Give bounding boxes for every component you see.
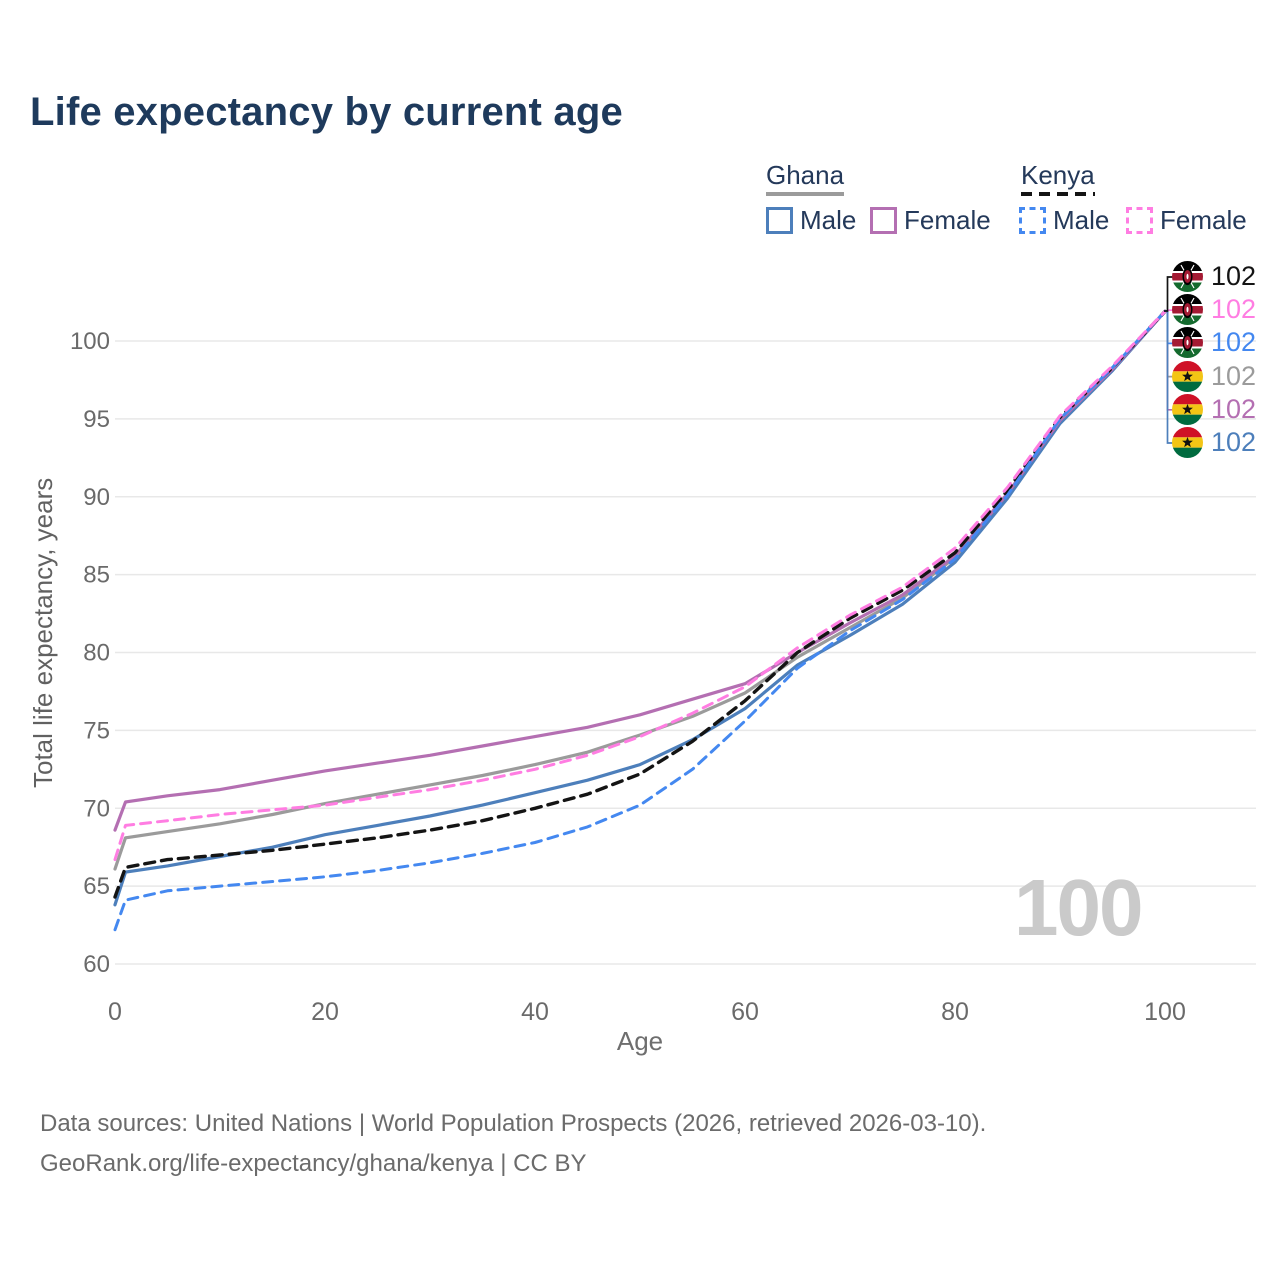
kenya-flag-icon <box>1172 261 1203 292</box>
svg-text:80: 80 <box>941 998 969 1026</box>
svg-text:65: 65 <box>83 873 110 900</box>
svg-text:75: 75 <box>83 717 110 744</box>
page-title: Life expectancy by current age <box>30 90 623 134</box>
legend-label-kenya-male: Male <box>1053 205 1110 235</box>
watermark-age-100: 100 <box>1014 863 1143 952</box>
end-value: 102 <box>1211 393 1257 424</box>
y-axis-title: Total life expectancy, years <box>28 477 58 788</box>
svg-text:90: 90 <box>83 484 110 511</box>
source-line-2[interactable]: GeoRank.org/life-expectancy/ghana/kenya … <box>40 1150 587 1177</box>
end-label-connectors <box>1164 276 1173 444</box>
kenya-flag-icon <box>1172 294 1203 326</box>
svg-text:100: 100 <box>70 328 110 355</box>
series-line-ghana-female[interactable] <box>113 309 1167 832</box>
series-line-kenya-female[interactable] <box>113 309 1167 862</box>
legend-group-ghana[interactable]: Ghana <box>766 160 845 190</box>
end-value: 102 <box>1211 294 1257 325</box>
x-tick-labels: 0 20 40 60 80 100 <box>108 998 1186 1026</box>
ghana-male-swatch-icon[interactable] <box>766 207 793 234</box>
ghana-flag-icon <box>1172 360 1203 392</box>
kenya-line-sample <box>1021 192 1095 196</box>
x-axis-title: Age <box>616 1026 664 1056</box>
legend-label-kenya-female: Female <box>1160 205 1247 235</box>
end-label-kenya-overall: 102 <box>1172 261 1256 292</box>
y-tick-labels: 60 65 70 75 80 85 90 95 100 <box>70 328 110 978</box>
kenya-flag-icon <box>1172 327 1203 359</box>
svg-text:100: 100 <box>1144 998 1186 1026</box>
ghana-flag-icon <box>1172 427 1203 458</box>
legend-item-kenya-female[interactable]: Female <box>1126 205 1247 236</box>
series-line-kenya-overall[interactable] <box>113 309 1167 899</box>
legend-label-ghana-female: Female <box>904 205 991 235</box>
end-value: 102 <box>1211 427 1257 457</box>
svg-text:0: 0 <box>108 998 122 1026</box>
end-label-kenya-male: 102 <box>1172 327 1257 359</box>
svg-text:60: 60 <box>83 951 110 978</box>
end-value: 102 <box>1211 261 1257 291</box>
end-label-ghana-overall: 102 <box>1172 360 1257 392</box>
kenya-male-swatch-icon[interactable] <box>1019 207 1046 234</box>
ghana-flag-icon <box>1172 393 1203 425</box>
legend-item-ghana-male[interactable]: Male <box>766 205 856 236</box>
source-note: Data sources: United Nations | World Pop… <box>40 1104 986 1184</box>
kenya-female-swatch-icon[interactable] <box>1126 207 1153 234</box>
svg-text:80: 80 <box>83 640 110 667</box>
legend-label-ghana-male: Male <box>800 205 857 235</box>
series-line-kenya-male[interactable] <box>113 309 1167 932</box>
svg-text:95: 95 <box>83 406 110 433</box>
end-value: 102 <box>1211 360 1257 391</box>
series-line-ghana-overall[interactable] <box>113 309 1167 871</box>
svg-text:70: 70 <box>83 795 110 822</box>
ghana-female-swatch-icon[interactable] <box>870 207 897 234</box>
legend-item-ghana-female[interactable]: Female <box>870 205 991 236</box>
svg-text:20: 20 <box>311 998 339 1026</box>
svg-text:85: 85 <box>83 562 110 589</box>
svg-text:40: 40 <box>521 998 549 1026</box>
end-value: 102 <box>1211 327 1257 358</box>
end-label-ghana-male: 102 <box>1172 427 1256 458</box>
source-line-1: Data sources: United Nations | World Pop… <box>40 1110 987 1137</box>
end-label-kenya-female: 102 <box>1172 294 1257 326</box>
legend-item-kenya-male[interactable]: Male <box>1019 205 1109 236</box>
svg-text:60: 60 <box>731 998 759 1026</box>
ghana-line-sample <box>766 192 844 196</box>
legend-group-kenya[interactable]: Kenya <box>1021 160 1095 190</box>
end-label-ghana-female: 102 <box>1172 393 1257 425</box>
